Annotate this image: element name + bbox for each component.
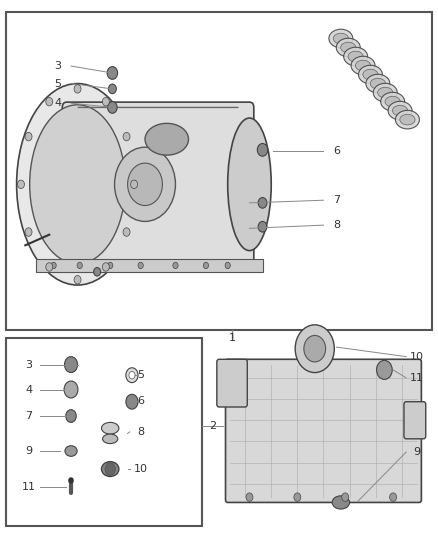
Bar bbox=[6, 12, 432, 330]
Circle shape bbox=[390, 493, 396, 502]
FancyBboxPatch shape bbox=[217, 359, 247, 407]
Circle shape bbox=[107, 67, 117, 79]
Ellipse shape bbox=[370, 78, 385, 89]
Circle shape bbox=[74, 276, 81, 284]
Circle shape bbox=[203, 262, 208, 269]
Circle shape bbox=[258, 198, 267, 208]
FancyBboxPatch shape bbox=[62, 102, 254, 272]
Ellipse shape bbox=[102, 422, 119, 434]
Text: 5: 5 bbox=[54, 78, 61, 88]
Ellipse shape bbox=[381, 92, 405, 111]
Circle shape bbox=[74, 85, 81, 93]
Ellipse shape bbox=[392, 106, 408, 116]
Text: 1: 1 bbox=[229, 333, 236, 343]
Text: 7: 7 bbox=[25, 411, 32, 421]
Text: 9: 9 bbox=[25, 446, 32, 456]
Ellipse shape bbox=[336, 38, 360, 57]
Text: 7: 7 bbox=[333, 195, 340, 205]
Circle shape bbox=[64, 357, 78, 373]
FancyBboxPatch shape bbox=[226, 359, 421, 503]
Ellipse shape bbox=[366, 74, 390, 93]
Ellipse shape bbox=[65, 446, 77, 456]
Circle shape bbox=[126, 368, 138, 383]
Text: 4: 4 bbox=[54, 98, 61, 108]
Text: 11: 11 bbox=[410, 373, 424, 383]
Circle shape bbox=[25, 228, 32, 236]
Ellipse shape bbox=[228, 118, 271, 251]
Circle shape bbox=[25, 132, 32, 141]
Circle shape bbox=[18, 180, 25, 189]
Text: 3: 3 bbox=[54, 61, 61, 71]
Circle shape bbox=[51, 262, 56, 269]
Text: 9: 9 bbox=[413, 447, 420, 457]
Ellipse shape bbox=[358, 65, 382, 84]
FancyBboxPatch shape bbox=[404, 402, 426, 439]
Circle shape bbox=[257, 143, 268, 156]
Circle shape bbox=[102, 263, 110, 271]
Circle shape bbox=[131, 180, 138, 189]
Bar bbox=[6, 338, 201, 526]
Circle shape bbox=[46, 98, 53, 106]
Ellipse shape bbox=[351, 56, 375, 75]
Circle shape bbox=[294, 493, 301, 502]
Circle shape bbox=[246, 493, 253, 502]
Ellipse shape bbox=[30, 105, 125, 264]
Ellipse shape bbox=[396, 110, 420, 129]
Ellipse shape bbox=[363, 69, 378, 80]
Text: 5: 5 bbox=[137, 370, 144, 379]
Ellipse shape bbox=[344, 47, 367, 66]
Circle shape bbox=[295, 325, 334, 373]
Ellipse shape bbox=[332, 496, 350, 509]
Ellipse shape bbox=[400, 114, 415, 125]
Text: 10: 10 bbox=[410, 352, 424, 361]
Circle shape bbox=[77, 262, 82, 269]
Circle shape bbox=[102, 98, 110, 106]
Text: 8: 8 bbox=[333, 220, 340, 230]
Circle shape bbox=[123, 228, 130, 236]
Ellipse shape bbox=[145, 123, 188, 155]
Ellipse shape bbox=[388, 101, 412, 120]
Text: 3: 3 bbox=[25, 360, 32, 369]
Circle shape bbox=[115, 147, 176, 221]
Circle shape bbox=[225, 262, 230, 269]
Ellipse shape bbox=[102, 462, 119, 477]
Circle shape bbox=[64, 381, 78, 398]
Ellipse shape bbox=[385, 96, 400, 107]
Circle shape bbox=[173, 262, 178, 269]
Circle shape bbox=[108, 262, 113, 269]
Circle shape bbox=[46, 263, 53, 271]
Circle shape bbox=[138, 262, 143, 269]
Circle shape bbox=[126, 394, 138, 409]
Ellipse shape bbox=[329, 29, 353, 48]
Circle shape bbox=[105, 463, 116, 475]
Circle shape bbox=[129, 372, 135, 379]
Bar bbox=[36, 259, 262, 272]
Text: 8: 8 bbox=[137, 427, 144, 437]
Circle shape bbox=[109, 84, 116, 94]
Circle shape bbox=[66, 410, 76, 422]
Ellipse shape bbox=[333, 33, 349, 44]
Circle shape bbox=[123, 132, 130, 141]
Ellipse shape bbox=[378, 87, 393, 98]
Circle shape bbox=[108, 102, 117, 114]
Text: 2: 2 bbox=[209, 421, 216, 431]
Ellipse shape bbox=[341, 42, 356, 53]
Circle shape bbox=[304, 335, 325, 362]
Ellipse shape bbox=[17, 84, 138, 285]
Circle shape bbox=[94, 268, 101, 276]
Ellipse shape bbox=[373, 83, 397, 102]
Text: 11: 11 bbox=[22, 481, 36, 491]
Text: 6: 6 bbox=[333, 146, 340, 156]
Circle shape bbox=[342, 493, 349, 502]
Circle shape bbox=[127, 163, 162, 206]
Ellipse shape bbox=[348, 51, 363, 62]
Circle shape bbox=[377, 360, 392, 379]
Text: 6: 6 bbox=[137, 396, 144, 406]
Ellipse shape bbox=[356, 60, 371, 71]
Ellipse shape bbox=[102, 434, 118, 443]
Text: 10: 10 bbox=[134, 464, 148, 474]
Circle shape bbox=[258, 221, 267, 232]
Text: 4: 4 bbox=[25, 384, 32, 394]
